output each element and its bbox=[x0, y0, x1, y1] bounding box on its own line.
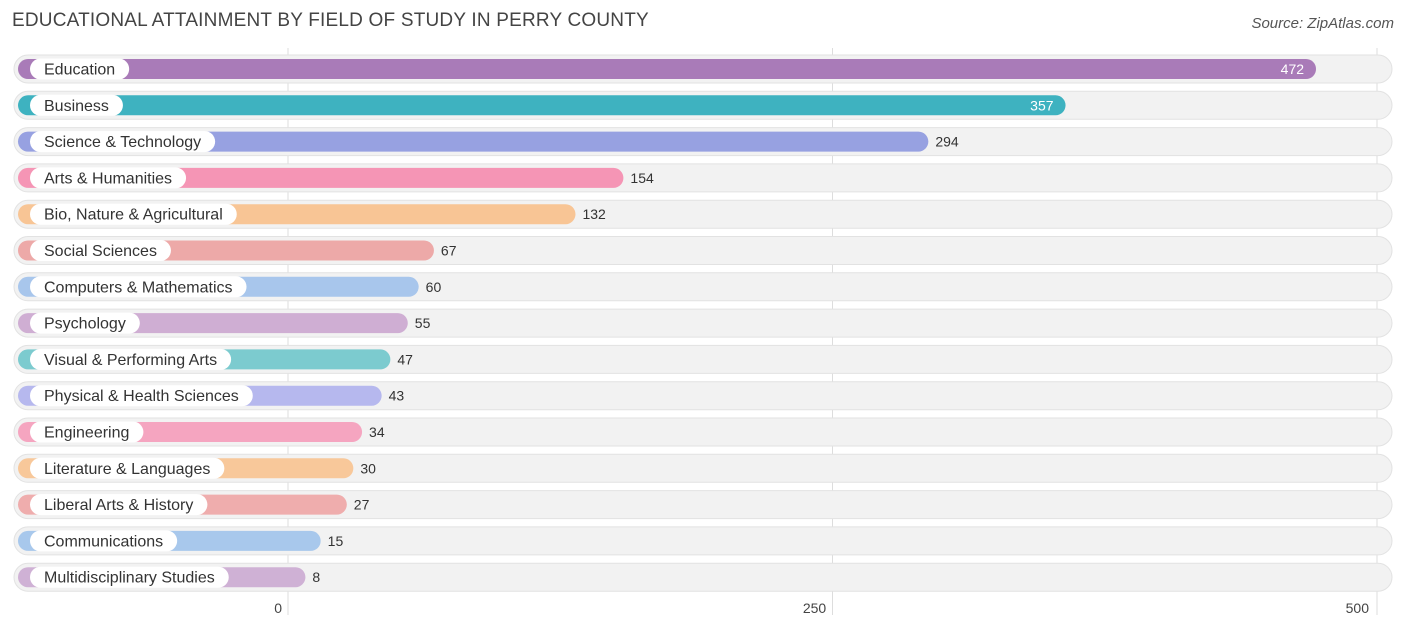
category-label-pill bbox=[30, 58, 130, 80]
category-label-pill bbox=[30, 530, 178, 552]
category-label: Business bbox=[44, 98, 109, 115]
bar-1 bbox=[18, 95, 1066, 116]
row-background bbox=[13, 562, 1393, 592]
category-label-pill bbox=[30, 94, 123, 116]
tick-label-250: 250 bbox=[803, 600, 827, 616]
category-label: Psychology bbox=[44, 316, 126, 333]
category-label-pill bbox=[30, 457, 225, 479]
value-label: 43 bbox=[389, 388, 405, 404]
value-label: 15 bbox=[328, 533, 344, 549]
category-label-pill bbox=[30, 167, 187, 189]
value-label: 34 bbox=[369, 424, 385, 440]
bar-0 bbox=[18, 59, 1317, 79]
category-label-pill bbox=[30, 312, 140, 334]
row-background bbox=[13, 526, 1393, 556]
category-label: Liberal Arts & History bbox=[44, 497, 193, 514]
category-label-pill bbox=[30, 566, 229, 588]
source-credit: Source: ZipAtlas.com bbox=[1251, 15, 1394, 32]
tick-label-500: 500 bbox=[1346, 600, 1370, 616]
category-label: Computers & Mathematics bbox=[44, 279, 233, 296]
category-label: Bio, Nature & Agricultural bbox=[44, 207, 223, 224]
category-label-pill bbox=[30, 131, 216, 153]
category-label: Engineering bbox=[44, 425, 129, 442]
value-label: 132 bbox=[582, 206, 606, 222]
category-label-pill bbox=[30, 203, 237, 225]
category-label: Literature & Languages bbox=[44, 461, 210, 478]
category-label-pill bbox=[30, 276, 247, 298]
category-label: Physical & Health Sciences bbox=[44, 388, 239, 405]
value-label: 154 bbox=[630, 170, 654, 186]
value-label: 27 bbox=[354, 497, 370, 513]
row-background bbox=[13, 453, 1393, 483]
category-label-pill bbox=[30, 385, 253, 407]
value-label: 67 bbox=[441, 243, 457, 259]
tick-label-0: 0 bbox=[274, 600, 282, 616]
category-label: Multidisciplinary Studies bbox=[44, 570, 215, 587]
value-label: 8 bbox=[312, 569, 320, 585]
value-label: 30 bbox=[360, 460, 376, 476]
category-label: Arts & Humanities bbox=[44, 170, 172, 187]
category-label-pill bbox=[30, 494, 208, 516]
value-label: 55 bbox=[415, 315, 431, 331]
category-label-pill bbox=[30, 240, 171, 261]
value-label: 294 bbox=[935, 134, 959, 150]
category-label: Education bbox=[44, 62, 115, 79]
value-label: 357 bbox=[1030, 97, 1054, 113]
bar-2 bbox=[18, 131, 929, 152]
category-label-pill bbox=[30, 348, 232, 370]
value-label: 60 bbox=[426, 279, 442, 295]
category-label: Social Sciences bbox=[44, 243, 157, 260]
chart-title: EDUCATIONAL ATTAINMENT BY FIELD OF STUDY… bbox=[12, 10, 649, 31]
category-label: Visual & Performing Arts bbox=[44, 352, 217, 369]
category-label: Communications bbox=[44, 533, 163, 550]
row-background bbox=[13, 490, 1393, 520]
value-label: 472 bbox=[1281, 61, 1305, 77]
category-label-pill bbox=[30, 421, 144, 443]
category-label: Science & Technology bbox=[44, 134, 201, 151]
value-label: 47 bbox=[397, 351, 413, 367]
